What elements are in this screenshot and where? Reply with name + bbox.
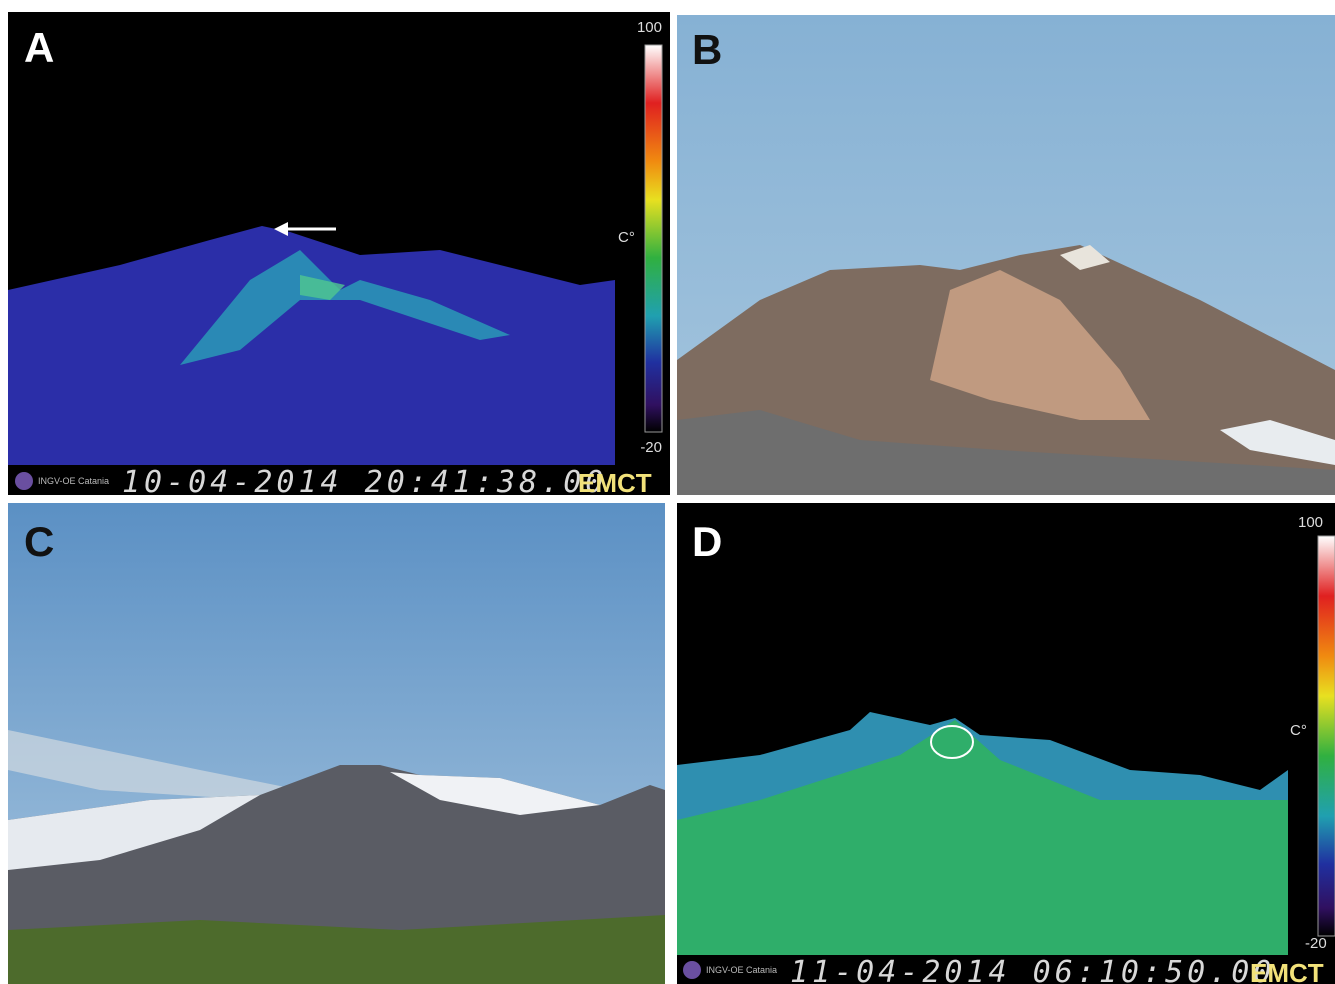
logo-text: INGV-OE Catania xyxy=(706,965,777,975)
panel-label: A xyxy=(24,24,54,71)
colorbar-unit: C° xyxy=(618,229,635,246)
colorbar-min: -20 xyxy=(640,439,662,456)
panel-label: C xyxy=(24,518,54,565)
colorbar xyxy=(645,45,662,432)
station: EMCT xyxy=(578,468,652,498)
station: EMCT xyxy=(1250,958,1324,984)
colorbar-unit: C° xyxy=(1290,722,1307,739)
panel-b: B xyxy=(677,15,1335,495)
panel-d: 100 C° -20 INGV-OE Catania 11-04-2014 06… xyxy=(677,503,1335,984)
panel-a: 100 C° -20 INGV-OE Catania 10-04-2014 20… xyxy=(8,12,670,500)
panel-label: D xyxy=(692,518,722,565)
logo-text: INGV-OE Catania xyxy=(38,476,109,486)
timestamp: 11-04-2014 06:10:50.00 xyxy=(790,955,1275,984)
logo-icon xyxy=(15,472,33,490)
colorbar-max: 100 xyxy=(1298,514,1323,531)
logo-icon xyxy=(683,961,701,979)
figure: 100 C° -20 INGV-OE Catania 10-04-2014 20… xyxy=(0,0,1335,984)
colorbar-min: -20 xyxy=(1305,935,1327,952)
panel-label: B xyxy=(692,26,722,73)
panel-c: C xyxy=(8,503,665,984)
colorbar xyxy=(1318,536,1335,936)
timestamp: 10-04-2014 20:41:38.00 xyxy=(122,465,607,500)
colorbar-max: 100 xyxy=(637,19,662,36)
